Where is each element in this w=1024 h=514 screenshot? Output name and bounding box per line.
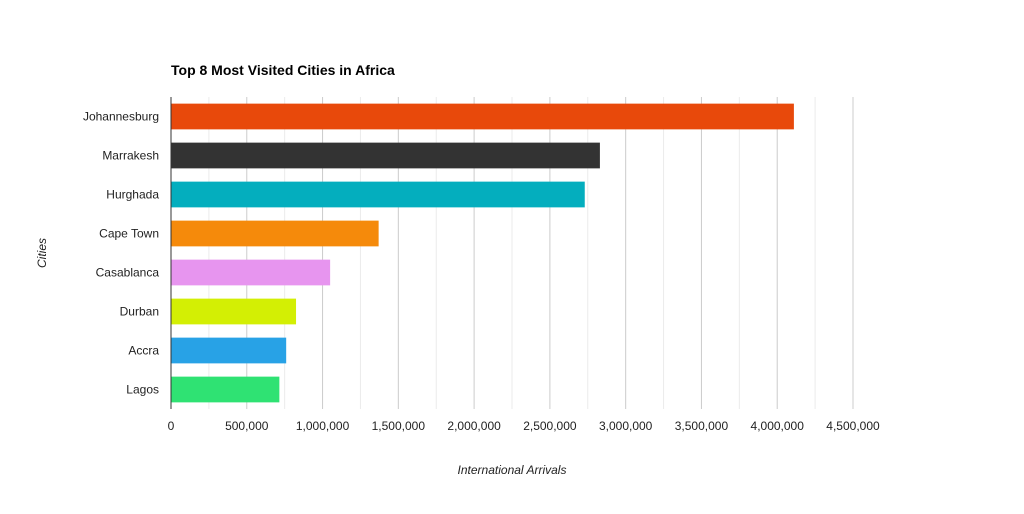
category-labels: Johannesburg Marrakesh Hurghada Cape Town Ca… [83,110,159,397]
bar-hurghada[interactable] [171,181,585,208]
bars [171,103,794,403]
category-label: Accra [128,344,159,358]
chart-title: Top 8 Most Visited Cities in Africa [171,62,395,78]
x-tick-label: 2,000,000 [447,419,501,433]
x-tick-label: 4,500,000 [826,419,880,433]
bar-accra[interactable] [171,337,287,364]
category-label: Hurghada [106,188,159,202]
x-axis-title: International Arrivals [458,463,567,477]
category-label: Durban [120,305,159,319]
bar-casablanca[interactable] [171,259,331,286]
bar-marrakesh[interactable] [171,142,600,169]
x-tick-label: 4,000,000 [751,419,805,433]
bar-cape-town[interactable] [171,220,379,247]
category-label: Marrakesh [102,149,159,163]
x-tick-label: 0 [168,419,175,433]
bar-johannesburg[interactable] [171,103,794,130]
x-tick-label: 500,000 [225,419,269,433]
x-tick-label: 3,000,000 [599,419,653,433]
x-tick-labels: 0 500,000 1,000,000 1,500,000 2,000,000 2,500… [168,419,880,433]
category-label: Cape Town [99,227,159,241]
category-label: Johannesburg [83,110,159,124]
x-tick-label: 2,500,000 [523,419,577,433]
category-label: Lagos [126,383,159,397]
category-label: Casablanca [96,266,160,280]
bar-durban[interactable] [171,298,297,325]
bar-lagos[interactable] [171,376,280,403]
x-tick-label: 3,500,000 [675,419,729,433]
x-tick-label: 1,500,000 [372,419,426,433]
y-axis-title: Cities [35,238,49,268]
x-tick-label: 1,000,000 [296,419,350,433]
